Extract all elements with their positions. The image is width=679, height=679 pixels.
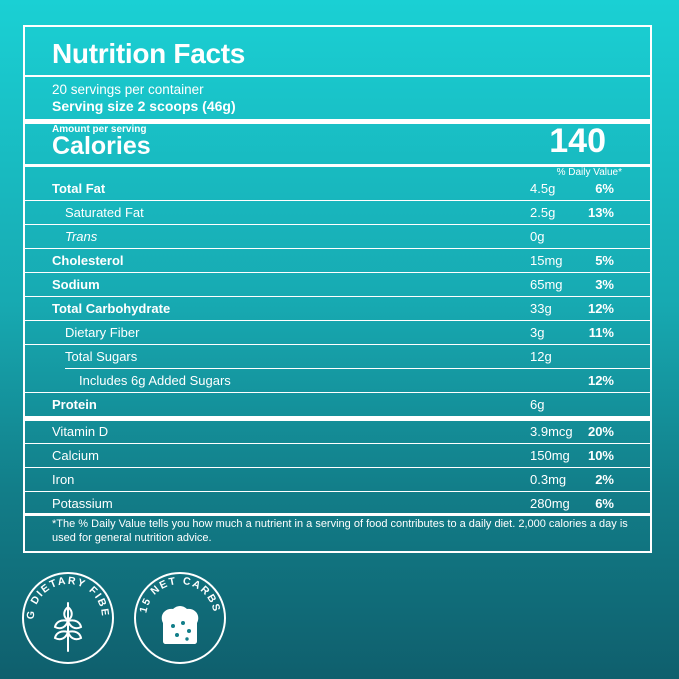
nutrient-name: Saturated Fat bbox=[65, 205, 144, 220]
nutrient-amount: 0g bbox=[530, 229, 545, 244]
nutrient-name: Includes 6g Added Sugars bbox=[79, 373, 231, 388]
row-separator bbox=[25, 296, 650, 297]
nutrient-dv: 13% bbox=[587, 205, 614, 220]
nutrient-amount: 12g bbox=[530, 349, 552, 364]
nutrient-amount: 3g bbox=[530, 325, 545, 340]
row-separator bbox=[25, 491, 650, 492]
nutrient-name: Total Sugars bbox=[65, 349, 138, 364]
nutrient-row-sodium: Sodium 65mg 3% bbox=[25, 273, 650, 297]
nutrient-name: Sodium bbox=[52, 277, 100, 292]
nutrient-row-added-sugars: Includes 6g Added Sugars 12% bbox=[25, 369, 650, 393]
nutrient-amount: 33g bbox=[530, 301, 552, 316]
row-separator bbox=[25, 248, 650, 249]
amount-per-serving: Amount per serving bbox=[52, 124, 147, 135]
medium-divider bbox=[25, 513, 650, 516]
row-separator bbox=[25, 467, 650, 468]
vitamin-row-calcium: Calcium 150mg 10% bbox=[25, 444, 650, 468]
row-separator bbox=[25, 344, 650, 345]
vitamin-row-vitamin-d: Vitamin D 3.9mcg 20% bbox=[25, 420, 650, 444]
vitamin-name: Calcium bbox=[52, 448, 99, 463]
daily-value-header: % Daily Value* bbox=[556, 167, 622, 178]
daily-value-footnote: *The % Daily Value tells you how much a … bbox=[52, 518, 628, 544]
medium-divider bbox=[25, 164, 650, 167]
row-separator bbox=[25, 320, 650, 321]
row-separator bbox=[25, 392, 650, 393]
row-separator bbox=[25, 443, 650, 444]
nutrient-amount: 15mg bbox=[530, 253, 563, 268]
calories-label: Calories bbox=[52, 132, 151, 160]
thick-divider bbox=[25, 119, 650, 124]
vitamin-amount: 150mg bbox=[530, 448, 570, 463]
vitamin-name: Potassium bbox=[52, 496, 113, 511]
svg-text:3G DIETARY FIBER: 3G DIETARY FIBER bbox=[21, 571, 111, 620]
serving-size: Serving size 2 scoops (46g) bbox=[52, 98, 236, 114]
nutrient-name: Protein bbox=[52, 397, 97, 412]
vitamin-row-iron: Iron 0.3mg 2% bbox=[25, 468, 650, 492]
row-separator bbox=[25, 200, 650, 201]
nutrient-name: Trans bbox=[65, 229, 98, 244]
thick-divider bbox=[25, 416, 650, 421]
nutrient-row-total-carbohydrate: Total Carbohydrate 33g 12% bbox=[25, 297, 650, 321]
vitamin-row-potassium: Potassium 280mg 6% bbox=[25, 492, 650, 516]
dietary-fiber-badge: 3G DIETARY FIBER bbox=[21, 571, 114, 664]
vitamin-dv: 10% bbox=[587, 448, 614, 463]
nutrient-dv: 11% bbox=[588, 325, 614, 340]
badge-text: 3G DIETARY FIBER bbox=[21, 571, 109, 620]
nutrient-name: Total Carbohydrate bbox=[52, 301, 171, 316]
row-separator bbox=[25, 224, 650, 225]
vitamin-name: Iron bbox=[52, 472, 75, 487]
row-separator bbox=[25, 272, 650, 273]
vitamin-dv: 2% bbox=[595, 472, 614, 487]
servings-per-container: 20 servings per container bbox=[52, 82, 204, 97]
vitamin-name: Vitamin D bbox=[52, 424, 109, 439]
wheat-icon bbox=[53, 602, 83, 652]
vitamin-amount: 0.3mg bbox=[530, 472, 567, 487]
net-carbs-badge: 15 NET CARBS bbox=[134, 572, 226, 664]
nutrient-row-protein: Protein 6g bbox=[25, 393, 650, 417]
nutrient-amount: 65mg bbox=[530, 277, 563, 292]
nutrient-amount: 2.5g bbox=[530, 205, 556, 220]
nutrient-row-saturated-fat: Saturated Fat 2.5g 13% bbox=[25, 201, 650, 225]
nutrient-dv: 5% bbox=[595, 253, 614, 268]
divider bbox=[25, 75, 650, 77]
nutrient-name: Total Fat bbox=[52, 181, 106, 196]
vitamin-amount: 280mg bbox=[530, 496, 570, 511]
nutrient-dv: 3% bbox=[595, 277, 614, 292]
nutrient-dv: 12% bbox=[587, 301, 614, 316]
bread-icon bbox=[161, 606, 199, 644]
vitamin-dv: 6% bbox=[595, 496, 614, 511]
nutrient-dv: 6% bbox=[595, 181, 614, 196]
vitamin-dv: 20% bbox=[587, 424, 614, 439]
nutrient-row-total-sugars: Total Sugars 12g bbox=[25, 345, 650, 369]
nutrient-amount: 6g bbox=[530, 397, 545, 412]
nutrient-name: Dietary Fiber bbox=[65, 325, 140, 340]
nutrient-row-dietary-fiber: Dietary Fiber 3g 11% bbox=[25, 321, 650, 345]
nutrient-dv: 12% bbox=[587, 373, 614, 388]
row-separator bbox=[65, 368, 650, 369]
calories-value: 140 bbox=[549, 122, 606, 160]
nutrient-row-total-fat: Total Fat 4.5g 6% bbox=[25, 177, 650, 201]
nutrition-facts-panel: Nutrition Facts 20 servings per containe… bbox=[23, 25, 652, 553]
nutrient-name: Cholesterol bbox=[52, 253, 124, 268]
label-title: Nutrition Facts bbox=[52, 38, 246, 69]
vitamin-amount: 3.9mcg bbox=[530, 424, 573, 439]
nutrient-row-cholesterol: Cholesterol 15mg 5% bbox=[25, 249, 650, 273]
nutrient-amount: 4.5g bbox=[530, 181, 556, 196]
nutrient-row-trans-fat: Trans 0g bbox=[25, 225, 650, 249]
